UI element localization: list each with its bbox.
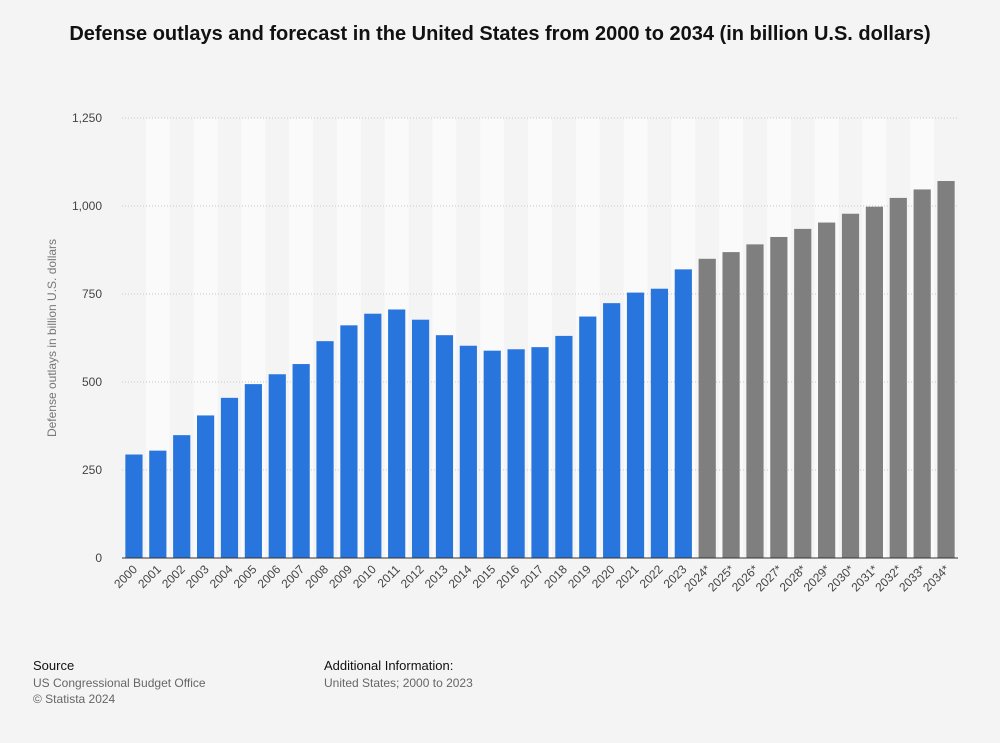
x-tick-label: 2024* xyxy=(681,562,713,594)
x-tick-label: 2034* xyxy=(920,562,952,594)
x-tick-label: 2005 xyxy=(231,562,260,591)
bar[interactable] xyxy=(364,313,382,558)
bar[interactable] xyxy=(459,345,477,558)
x-tick-label: 2033* xyxy=(896,562,928,594)
bar[interactable] xyxy=(794,228,812,558)
bar[interactable] xyxy=(483,350,501,558)
x-tick-label: 2032* xyxy=(872,562,904,594)
column-band xyxy=(145,118,170,558)
x-tick-label: 2008 xyxy=(302,562,331,591)
x-tick-label: 2014 xyxy=(446,562,475,591)
chart-title: Defense outlays and forecast in the Unit… xyxy=(69,23,931,45)
bar[interactable] xyxy=(865,206,883,559)
bar[interactable] xyxy=(388,309,406,558)
bar[interactable] xyxy=(674,269,692,558)
y-tick-label: 500 xyxy=(82,375,102,389)
info-heading: Additional Information: xyxy=(324,658,454,673)
x-tick-label: 2025* xyxy=(705,562,737,594)
bar[interactable] xyxy=(746,244,764,559)
x-tick-label: 2028* xyxy=(777,562,809,594)
x-tick-label: 2003 xyxy=(183,562,212,591)
x-tick-label: 2015 xyxy=(470,562,499,591)
x-tick-label: 2011 xyxy=(375,562,403,590)
y-tick-label: 1,000 xyxy=(72,199,102,213)
bar[interactable] xyxy=(722,252,740,558)
x-tick-label: 2009 xyxy=(326,562,355,591)
bar[interactable] xyxy=(507,349,525,558)
bar[interactable] xyxy=(173,435,191,558)
x-tick-label: 2007 xyxy=(278,562,307,591)
x-tick-label: 2019 xyxy=(565,562,594,591)
bar[interactable] xyxy=(292,364,310,558)
bar[interactable] xyxy=(626,292,645,558)
x-tick-label: 2029* xyxy=(801,562,833,594)
x-tick-label: 2027* xyxy=(753,562,785,594)
x-tick-label: 2006 xyxy=(255,562,284,591)
bar[interactable] xyxy=(316,341,334,558)
source-heading: Source xyxy=(33,658,75,673)
bar[interactable] xyxy=(125,454,143,558)
y-tick-label: 250 xyxy=(82,463,102,477)
bar[interactable] xyxy=(913,189,931,558)
x-tick-label: 2022 xyxy=(637,562,666,591)
bar[interactable] xyxy=(770,236,788,558)
x-tick-label: 2017 xyxy=(517,562,546,591)
x-tick-label: 2021 xyxy=(613,562,642,591)
bar[interactable] xyxy=(220,397,239,558)
x-tick-label: 2002 xyxy=(159,562,188,591)
x-tick-label: 2020 xyxy=(589,562,618,591)
x-tick-label: 2013 xyxy=(422,562,451,591)
bar[interactable] xyxy=(149,450,167,558)
bar[interactable] xyxy=(435,335,454,558)
bar[interactable] xyxy=(889,197,907,559)
x-tick-label: 2004 xyxy=(207,562,236,591)
x-tick-label: 2012 xyxy=(398,562,427,591)
bar[interactable] xyxy=(531,347,549,558)
x-tick-label: 2026* xyxy=(729,562,761,594)
x-tick-label: 2016 xyxy=(493,562,522,591)
y-tick-label: 0 xyxy=(95,551,102,565)
bar[interactable] xyxy=(197,415,215,558)
copyright-text[interactable]: © Statista 2024 xyxy=(33,692,116,706)
x-tick-label: 2018 xyxy=(541,562,570,591)
bar[interactable] xyxy=(841,213,860,558)
bar[interactable] xyxy=(818,222,836,558)
info-text: United States; 2000 to 2023 xyxy=(324,676,473,690)
bar[interactable] xyxy=(650,288,669,558)
y-axis-label: Defense outlays in billion U.S. dollars xyxy=(45,239,59,437)
bar[interactable] xyxy=(555,335,573,558)
bar[interactable] xyxy=(603,303,621,558)
x-tick-label: 2030* xyxy=(825,562,857,594)
bar[interactable] xyxy=(268,374,286,558)
y-tick-label: 750 xyxy=(82,287,102,301)
bar[interactable] xyxy=(411,319,430,558)
bar[interactable] xyxy=(698,258,716,558)
bar[interactable] xyxy=(340,325,358,558)
bar[interactable] xyxy=(244,384,262,558)
x-tick-label: 2001 xyxy=(135,562,164,591)
x-tick-label: 2031* xyxy=(848,562,880,594)
x-tick-label: 2010 xyxy=(350,562,379,591)
bar[interactable] xyxy=(937,181,955,558)
y-axis-ticks: 0 250 500 750 1,000 1,250 xyxy=(72,111,102,565)
x-axis-ticks: 2000200120022003200420052006200720082009… xyxy=(111,562,952,594)
bar[interactable] xyxy=(579,316,597,558)
bars xyxy=(125,181,955,559)
x-tick-label: 2000 xyxy=(111,562,140,591)
y-tick-label: 1,250 xyxy=(72,111,102,125)
source-text[interactable]: US Congressional Budget Office xyxy=(33,676,206,690)
